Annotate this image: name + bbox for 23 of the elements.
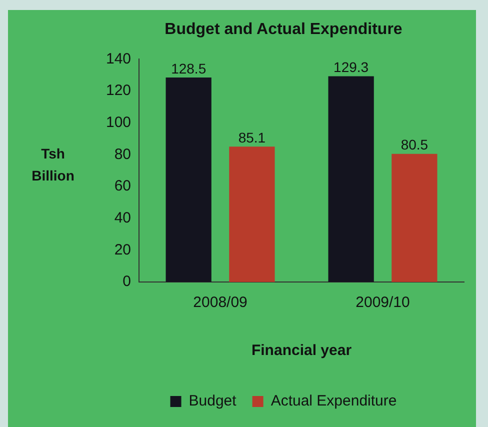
y-tick-label: 60 (114, 178, 132, 195)
bar (166, 78, 212, 282)
bar (392, 154, 438, 282)
bar (328, 76, 374, 282)
y-tick-label: 40 (114, 209, 132, 226)
chart-title: Budget and Actual Expenditure (164, 21, 402, 38)
x-tick-label: 2009/10 (356, 294, 410, 312)
x-tick-label: 2008/09 (193, 294, 248, 312)
y-tick-label: 80 (114, 146, 132, 163)
legend-label: Budget (188, 392, 238, 410)
x-axis-title: Financial year (251, 342, 352, 360)
legend-label: Actual Expenditure (270, 392, 397, 410)
data-label: 128.5 (171, 60, 206, 76)
y-axis-title: Tsh Billion (32, 145, 74, 184)
data-label: 85.1 (238, 129, 266, 146)
y-tick-label: 100 (106, 114, 132, 131)
y-tick-label: 140 (106, 50, 132, 68)
data-label: 129.3 (334, 59, 369, 76)
y-tick-label: 20 (114, 241, 132, 258)
data-label: 80.5 (400, 136, 428, 153)
y-tick-label: 120 (106, 82, 132, 100)
y-tick-label: 0 (122, 273, 132, 290)
bar (229, 146, 275, 282)
